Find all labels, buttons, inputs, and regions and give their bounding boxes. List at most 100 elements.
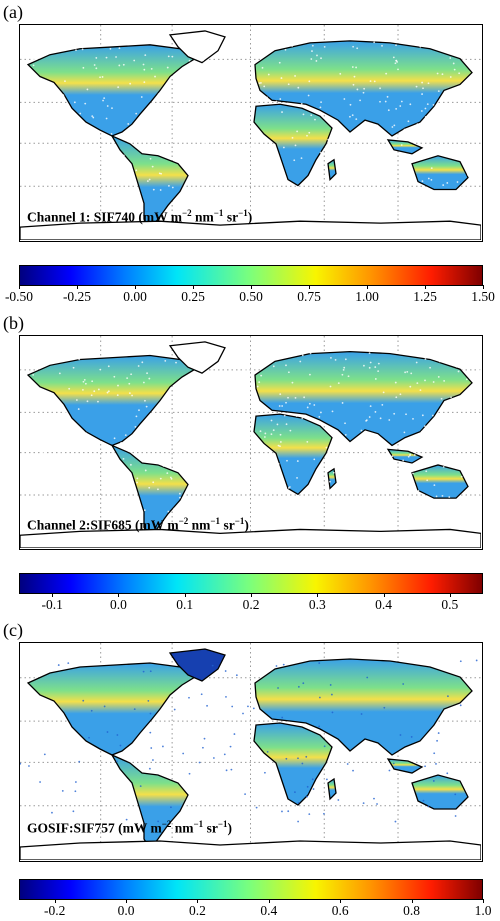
data-speckle <box>249 146 252 149</box>
data-speckle <box>20 112 22 115</box>
data-speckle <box>152 119 155 122</box>
data-speckle <box>193 194 196 197</box>
data-speckle <box>175 126 178 129</box>
data-speckle <box>95 57 98 59</box>
data-speckle <box>339 72 342 75</box>
data-speckle <box>84 43 87 46</box>
data-speckle <box>100 199 103 202</box>
data-speckle <box>383 502 386 505</box>
data-speckle <box>445 428 448 430</box>
data-speckle <box>32 64 35 67</box>
data-speckle <box>397 137 400 140</box>
data-speckle <box>249 471 252 474</box>
data-speckle <box>221 123 223 125</box>
data-speckle <box>325 778 328 781</box>
data-speckle <box>468 353 471 356</box>
data-speckle <box>223 82 226 84</box>
data-speckle <box>138 409 140 412</box>
data-speckle <box>146 438 149 441</box>
data-speckle <box>62 189 65 192</box>
data-speckle <box>356 88 359 91</box>
data-speckle <box>426 479 429 482</box>
data-speckle <box>300 102 303 105</box>
data-speckle <box>300 157 303 160</box>
data-speckle <box>64 80 66 83</box>
data-speckle <box>331 711 334 714</box>
data-speckle <box>245 464 248 467</box>
data-speckle <box>334 358 337 361</box>
data-speckle <box>379 100 381 103</box>
data-speckle <box>244 82 246 85</box>
data-speckle <box>332 190 335 193</box>
data-speckle <box>301 492 304 495</box>
data-speckle <box>315 60 318 62</box>
data-speckle <box>479 485 481 488</box>
data-speckle <box>395 44 397 47</box>
data-speckle <box>139 785 142 788</box>
data-speckle <box>356 47 359 50</box>
data-speckle <box>175 361 177 364</box>
data-speckle <box>160 424 163 427</box>
data-speckle <box>133 708 136 711</box>
data-speckle <box>40 177 43 179</box>
data-speckle <box>420 110 423 112</box>
data-speckle <box>51 422 54 425</box>
data-speckle <box>368 416 371 418</box>
data-speckle <box>421 414 424 417</box>
data-speckle <box>97 157 100 160</box>
data-speckle <box>180 129 182 132</box>
data-speckle <box>195 399 198 402</box>
data-speckle <box>64 411 67 413</box>
data-speckle <box>446 123 449 126</box>
data-speckle <box>303 396 306 399</box>
data-speckle <box>56 139 59 142</box>
data-speckle <box>56 357 59 359</box>
data-speckle <box>316 54 318 57</box>
colorbar <box>19 879 483 900</box>
data-speckle <box>421 180 424 183</box>
data-speckle <box>85 143 88 146</box>
data-speckle <box>72 187 75 190</box>
data-speckle <box>192 138 195 141</box>
map-label: Channel 2:SIF685 (mW m−2 nm−1 sr−1) <box>27 516 249 534</box>
colorbar-tick-label: -0.2 <box>44 903 66 918</box>
data-speckle <box>51 811 53 814</box>
data-speckle <box>320 57 322 60</box>
data-speckle <box>126 479 129 482</box>
unit-exponent: −1 <box>193 819 204 829</box>
data-speckle <box>419 389 422 392</box>
data-speckle <box>111 107 113 110</box>
data-speckle <box>98 160 101 163</box>
data-speckle <box>279 98 282 100</box>
data-speckle <box>61 467 64 470</box>
data-speckle <box>141 361 144 364</box>
data-speckle <box>275 665 278 667</box>
data-speckle <box>116 734 119 736</box>
data-speckle <box>119 744 122 747</box>
data-speckle <box>285 364 287 367</box>
data-speckle <box>437 376 440 378</box>
data-speckle <box>237 143 240 146</box>
data-speckle <box>231 705 234 708</box>
data-speckle <box>454 793 457 796</box>
data-speckle <box>258 82 261 85</box>
data-speckle <box>58 458 61 460</box>
data-speckle <box>308 80 311 83</box>
data-speckle <box>281 810 283 813</box>
data-speckle <box>460 475 463 478</box>
panel-letter: (c) <box>3 620 23 640</box>
data-speckle <box>319 151 322 154</box>
data-speckle <box>234 381 237 384</box>
data-speckle <box>192 388 194 391</box>
data-speckle <box>352 156 354 159</box>
data-speckle <box>383 444 386 447</box>
unit-close: ) <box>227 820 232 836</box>
data-speckle <box>232 428 235 431</box>
data-speckle <box>244 200 247 203</box>
data-speckle <box>153 436 156 439</box>
data-speckle <box>449 424 452 427</box>
data-speckle <box>430 178 433 181</box>
data-speckle <box>75 501 78 504</box>
data-speckle <box>297 820 300 823</box>
data-speckle <box>338 142 341 145</box>
